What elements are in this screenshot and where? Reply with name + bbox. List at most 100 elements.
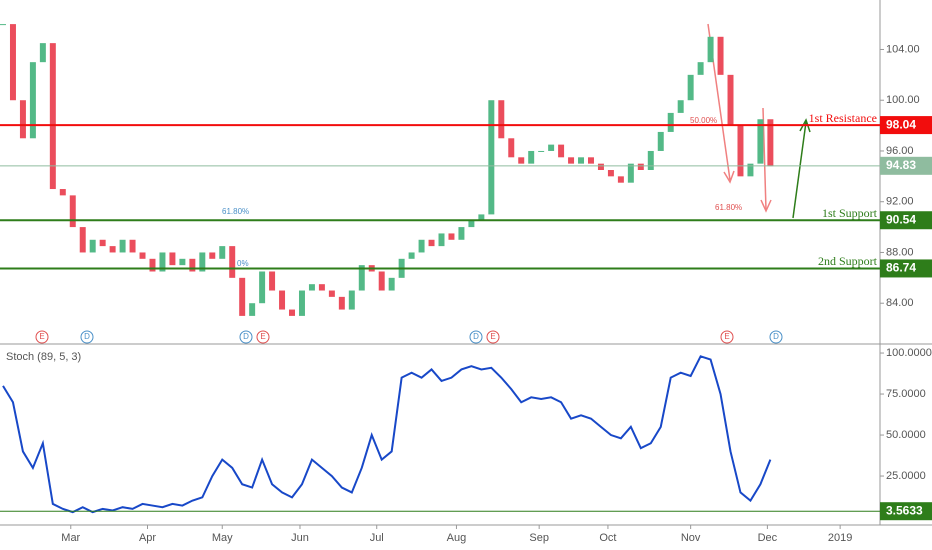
event-marker [720,330,734,344]
level-name: 2nd Support [818,254,878,268]
event-marker [80,330,94,344]
stoch-line [2,355,772,514]
candle [149,258,156,272]
annotation: D [243,332,249,341]
candle [757,119,764,164]
candle [438,233,445,247]
candle [697,62,704,75]
candle [597,163,604,170]
candle [69,195,76,228]
level-value: 98.04 [886,117,916,131]
annotation: D [84,332,90,341]
candle [647,150,654,170]
x-tick-label: Jun [291,532,309,544]
candle [79,227,86,253]
x-tick-label: May [212,532,233,544]
candle [229,246,236,278]
candle [279,290,286,310]
candle [19,100,26,139]
event-marker [239,330,253,344]
level-tag [880,259,932,278]
y-tick-label: 50.0000 [886,429,926,441]
candle [587,157,594,164]
candle [109,246,116,253]
candle [298,290,305,316]
candle [607,170,614,177]
y-tick-label: 75.0000 [886,388,926,400]
candle [637,163,644,170]
candle [767,119,774,167]
candle [617,176,624,183]
arrow-head [760,199,772,213]
level-tag [880,502,932,521]
candle [259,271,266,304]
candle [59,189,66,196]
candle [89,239,96,253]
candle [508,138,515,158]
candle [707,36,714,63]
x-tick-label: Sep [529,532,549,544]
x-tick-label: Apr [139,532,156,544]
candle [568,157,575,164]
y-tick-label: 25.0000 [886,470,926,482]
arrow-head [799,118,811,133]
event-marker [769,330,783,344]
y-tick-label: 100.00 [886,94,920,106]
annotation: 0% [237,259,249,268]
candle [328,290,335,297]
y-tick-label: 84.00 [886,297,914,309]
level-tag [880,211,932,230]
candle [468,220,475,228]
candle [558,144,565,158]
x-tick-label: Nov [681,532,701,544]
candle [727,74,734,126]
candle [528,150,535,164]
x-tick-label: 2019 [828,532,852,544]
candle [448,233,455,240]
event-marker [35,330,49,344]
candle [9,24,16,101]
candle [318,284,325,291]
x-tick-label: Oct [599,532,616,544]
candle [518,157,525,164]
arrow [792,121,807,219]
x-tick-label: Jul [370,532,384,544]
candle [348,290,355,310]
candle [358,265,365,291]
candle [627,163,634,183]
candle [498,100,505,139]
annotation: 61.80% [715,203,742,212]
candle [657,131,664,151]
candle [488,100,495,215]
level-value: 3.5633 [886,503,923,517]
candle [199,252,206,272]
level-tag [880,156,932,175]
annotation: E [490,332,495,341]
candle [687,74,694,101]
candle [29,62,36,139]
candle [39,43,46,63]
annotation: 61.80% [222,207,249,216]
candle [667,112,674,132]
candle [747,163,754,177]
candle [548,144,555,151]
candle [189,258,196,272]
arrow-head [723,170,735,184]
annotation: E [39,332,44,341]
candle [209,252,216,259]
y-tick-label: 96.00 [886,145,914,157]
candle [49,43,56,190]
candle [478,214,485,221]
x-tick-label: Aug [447,532,467,544]
level-value: 90.54 [886,212,916,226]
candle [269,271,276,291]
candle [388,277,395,291]
candle [458,227,465,240]
candle [179,258,186,266]
candle [418,239,425,253]
x-tick-label: Dec [758,532,778,544]
candle [239,277,246,316]
candle [289,309,296,316]
y-tick-label: 104.00 [886,43,920,55]
